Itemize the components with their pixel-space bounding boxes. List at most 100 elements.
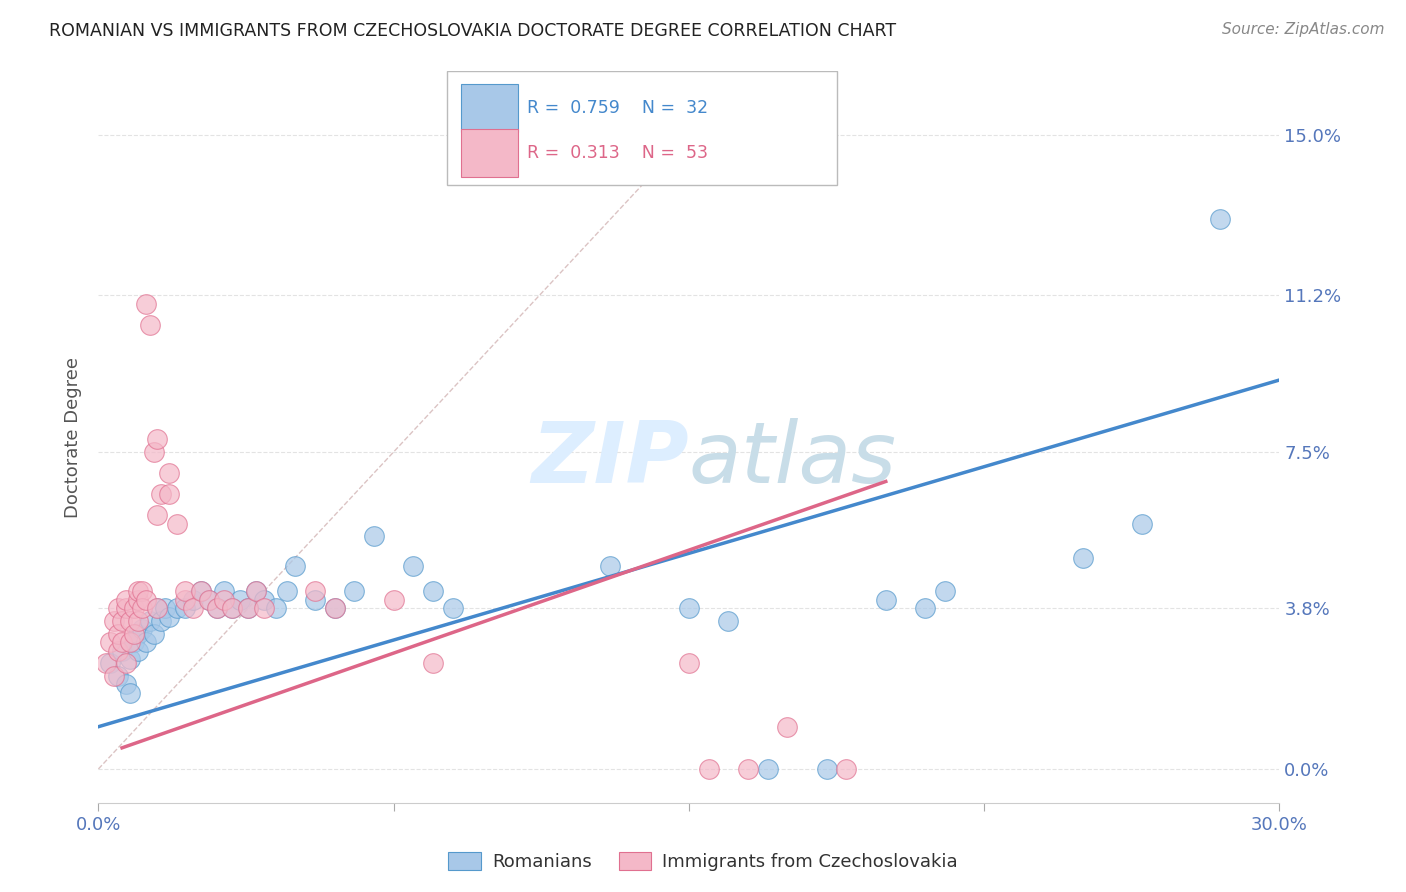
Point [96,657,118,671]
Point [118,686,141,700]
Point [181,601,204,615]
Point [98,635,121,649]
Text: Source: ZipAtlas.com: Source: ZipAtlas.com [1222,22,1385,37]
Point [253,601,276,615]
Point [363,529,385,543]
Point [214,592,236,607]
Point [146,508,169,523]
Point [236,601,259,615]
Point [118,614,141,628]
Point [815,762,838,776]
Point [197,592,219,607]
Point [323,601,346,615]
Point [107,626,129,640]
Point [181,592,204,607]
Point [264,601,287,615]
Point [717,614,740,628]
Point [304,584,326,599]
Point [118,635,141,649]
Point [304,592,326,607]
Legend: Romanians, Immigrants from Czechoslovakia: Romanians, Immigrants from Czechoslovaki… [441,846,965,879]
Point [166,601,188,615]
Point [146,601,169,615]
Point [166,516,188,531]
Point [138,614,160,628]
Point [111,643,134,657]
Point [229,592,252,607]
Point [190,584,212,599]
Point [1130,516,1153,531]
Point [422,657,444,671]
Point [236,601,259,615]
Point [599,559,621,574]
Point [142,445,165,459]
Text: ROMANIAN VS IMMIGRANTS FROM CZECHOSLOVAKIA DOCTORATE DEGREE CORRELATION CHART: ROMANIAN VS IMMIGRANTS FROM CZECHOSLOVAK… [49,22,897,40]
FancyBboxPatch shape [461,84,517,132]
Point [115,601,138,615]
Point [122,635,145,649]
Point [343,584,366,599]
Text: R =  0.759    N =  32: R = 0.759 N = 32 [527,99,709,117]
Point [875,592,897,607]
Point [205,601,228,615]
Point [402,559,425,574]
Point [115,677,138,691]
FancyBboxPatch shape [461,128,517,178]
Point [776,720,799,734]
Point [276,584,298,599]
Point [150,487,173,501]
Text: R =  0.313    N =  53: R = 0.313 N = 53 [527,144,709,162]
Point [914,601,936,615]
Point [174,584,197,599]
Point [382,592,405,607]
Point [98,657,121,671]
Point [157,487,180,501]
Point [323,601,346,615]
Point [111,614,134,628]
Point [245,584,267,599]
Point [135,635,157,649]
Point [146,432,169,446]
Point [131,584,153,599]
Point [118,652,141,666]
Point [103,614,125,628]
Point [122,601,145,615]
Point [135,592,157,607]
Text: ZIP: ZIP [531,417,689,500]
Point [678,601,700,615]
FancyBboxPatch shape [447,71,837,185]
Point [122,626,145,640]
Point [127,626,149,640]
Point [756,762,779,776]
Point [205,601,228,615]
Point [127,592,149,607]
Point [107,669,129,683]
Point [150,614,173,628]
Point [127,643,149,657]
Point [135,297,157,311]
Point [284,559,307,574]
Point [934,584,956,599]
Point [157,466,180,480]
Point [127,614,149,628]
Point [115,592,138,607]
Point [214,584,236,599]
Point [1209,212,1232,227]
Point [157,609,180,624]
Point [107,643,129,657]
Text: atlas: atlas [689,417,897,500]
Point [131,601,153,615]
Point [155,601,177,615]
Point [138,318,160,332]
Point [422,584,444,599]
Point [103,669,125,683]
Point [174,601,197,615]
Point [115,657,138,671]
Point [835,762,858,776]
Point [190,584,212,599]
Point [127,584,149,599]
Point [245,584,267,599]
Y-axis label: Doctorate Degree: Doctorate Degree [65,357,83,517]
Point [221,601,243,615]
Point [221,601,243,615]
